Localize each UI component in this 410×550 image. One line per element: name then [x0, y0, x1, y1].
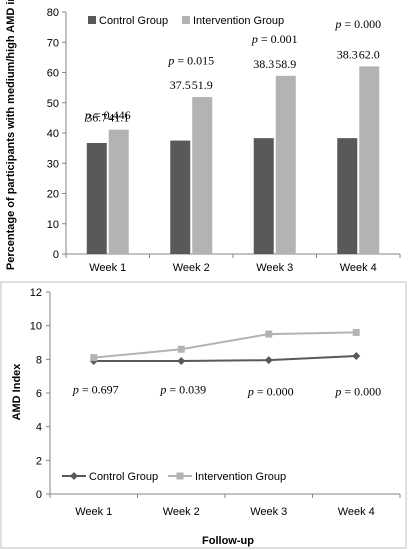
- legend-marker-intervention: [176, 472, 184, 480]
- legend-label-control: Control Group: [99, 15, 168, 27]
- bar-chart-y-tick-label: 40: [47, 128, 59, 140]
- line-series-intervention: [93, 331, 357, 359]
- line-chart-p-value-value: = 0.697: [79, 383, 119, 397]
- line-point-intervention: [352, 328, 360, 336]
- bar-chart-bars: [86, 66, 380, 254]
- bar-control: [170, 140, 191, 254]
- bar-data-label: 41.1: [108, 111, 129, 125]
- line-chart-p-value: p = 0.039: [159, 383, 206, 397]
- bar-control: [337, 138, 358, 254]
- bar-chart-data-labels: 36.7 37.5 38.3 38.3 41.1 51.9 58.9 62.0: [86, 47, 380, 124]
- bar-chart-p-value: p = 0.001: [251, 32, 298, 46]
- bar-chart: Percentage of participants with medium/h…: [5, 0, 401, 274]
- legend-marker-control: [70, 472, 78, 480]
- line-chart-y-tick-label: 8: [36, 354, 42, 366]
- bar-data-label: 62.0: [359, 47, 380, 61]
- line-point-control: [177, 357, 186, 366]
- bar-data-label: 37.5: [170, 78, 191, 92]
- bar-chart-p-value-symbol: p: [167, 53, 174, 67]
- bar-chart-x-tick-label: Week 2: [173, 262, 210, 274]
- bar-chart-y-tick-label: 70: [47, 37, 59, 49]
- bar-chart-y-tick-label: 80: [47, 7, 59, 19]
- line-chart-p-value: p = 0.000: [334, 384, 381, 398]
- line-chart-p-value: p = 0.697: [72, 383, 119, 397]
- line-chart-y-tick-label: 2: [36, 455, 42, 467]
- bar-chart-p-value-symbol: p: [334, 17, 341, 31]
- line-chart-y-axis-title: AMD Index: [11, 363, 23, 421]
- bar-chart-p-value-value: = 0.000: [341, 17, 381, 31]
- line-point-control: [264, 356, 273, 365]
- line-chart-x-tick-label: Week 4: [338, 506, 375, 518]
- bar-data-label: 58.9: [275, 57, 296, 71]
- line-chart-p-value-value: = 0.039: [166, 383, 206, 397]
- line-chart-y-tick-label: 6: [36, 388, 42, 400]
- bar-chart-p-value-symbol: p: [251, 32, 258, 46]
- line-point-intervention: [90, 354, 98, 362]
- bar-chart-y-tick-label: 10: [47, 219, 59, 231]
- legend-swatch-control: [88, 16, 96, 24]
- line-chart-p-value-symbol: p: [334, 384, 341, 398]
- bar-intervention: [359, 66, 380, 254]
- line-point-intervention: [265, 330, 273, 338]
- bar-chart-y-tick-label: 0: [53, 249, 59, 261]
- bar-chart-p-value: p = 0.446: [84, 108, 131, 122]
- line-chart-x-tick-label: Week 3: [250, 506, 287, 518]
- bar-chart-y-axis-title: Percentage of participants with medium/h…: [5, 0, 17, 270]
- line-chart-p-value-value: = 0.000: [341, 384, 381, 398]
- bar-chart-p-value: p = 0.000: [334, 17, 381, 31]
- line-series-control: [93, 354, 357, 363]
- line-chart-y-tick-label: 10: [30, 321, 42, 333]
- legend-label-intervention: Intervention Group: [195, 471, 286, 483]
- bar-chart-p-value: p = 0.015: [167, 53, 214, 67]
- bar-intervention: [108, 129, 129, 254]
- bar-chart-x-tick-label: Week 4: [340, 262, 377, 274]
- line-point-control: [352, 351, 361, 360]
- line-chart-x-axis-title: Follow-up: [202, 535, 254, 547]
- line-chart-y-tick-label: 4: [36, 422, 42, 434]
- bar-chart-legend: Control Group Intervention Group: [88, 15, 284, 27]
- bar-data-label: 38.3: [337, 47, 358, 61]
- line-chart-legend: Control Group Intervention Group: [62, 471, 286, 483]
- line-chart-axes: 0 2 4 6 8 10 12 Week 1 Week 2 Week 3 Week 4: [0, 281, 407, 549]
- bar-intervention: [275, 75, 296, 254]
- bar-chart-x-tick-label: Week 1: [89, 262, 126, 274]
- bar-control: [253, 138, 274, 254]
- bar-chart-y-tick-label: 30: [47, 158, 59, 170]
- bar-chart-y-tick-label: 50: [47, 98, 59, 110]
- bar-chart-p-value-symbol: p: [84, 108, 91, 122]
- bar-intervention: [192, 97, 213, 254]
- line-chart-frame: [0, 281, 407, 549]
- bar-data-label: 51.9: [192, 78, 213, 92]
- bar-chart-y-tick-label: 60: [47, 68, 59, 80]
- line-chart-series: [89, 328, 361, 366]
- line-chart-p-values: p = 0.697 p = 0.039 p = 0.000 p = 0.000: [72, 383, 381, 399]
- line-chart: AMD Index Follow-up 0 2 4 6 8 10 12 Week 1 Week …: [0, 281, 407, 549]
- line-chart-x-tick-label: Week 2: [163, 506, 200, 518]
- line-point-intervention: [177, 345, 185, 353]
- bar-chart-p-value-value: = 0.446: [91, 108, 131, 122]
- line-chart-p-value-value: = 0.000: [254, 384, 294, 398]
- line-chart-x-tick-label: Week 1: [75, 506, 112, 518]
- line-chart-p-value: p = 0.000: [247, 384, 294, 398]
- legend-label-intervention: Intervention Group: [193, 15, 284, 27]
- bar-chart-p-value-value: = 0.001: [258, 32, 298, 46]
- bar-chart-axes: 0 10 20 30 40 50 60 70 80 Week 1 Week 2 Week 3 Week …: [47, 7, 401, 274]
- bar-chart-p-value-value: = 0.015: [174, 53, 214, 67]
- line-chart-y-tick-label: 12: [30, 287, 42, 299]
- bar-chart-y-tick-label: 20: [47, 189, 59, 201]
- line-chart-y-tick-label: 0: [36, 489, 42, 501]
- legend-label-control: Control Group: [89, 471, 158, 483]
- bar-chart-x-tick-label: Week 3: [256, 262, 293, 274]
- legend-swatch-intervention: [182, 16, 190, 24]
- bar-control: [86, 142, 107, 254]
- bar-data-label: 36.7: [86, 111, 107, 125]
- line-chart-p-value-symbol: p: [247, 384, 254, 398]
- line-chart-p-value-symbol: p: [159, 383, 166, 397]
- bar-data-label: 38.3: [253, 57, 274, 71]
- line-chart-p-value-symbol: p: [72, 383, 79, 397]
